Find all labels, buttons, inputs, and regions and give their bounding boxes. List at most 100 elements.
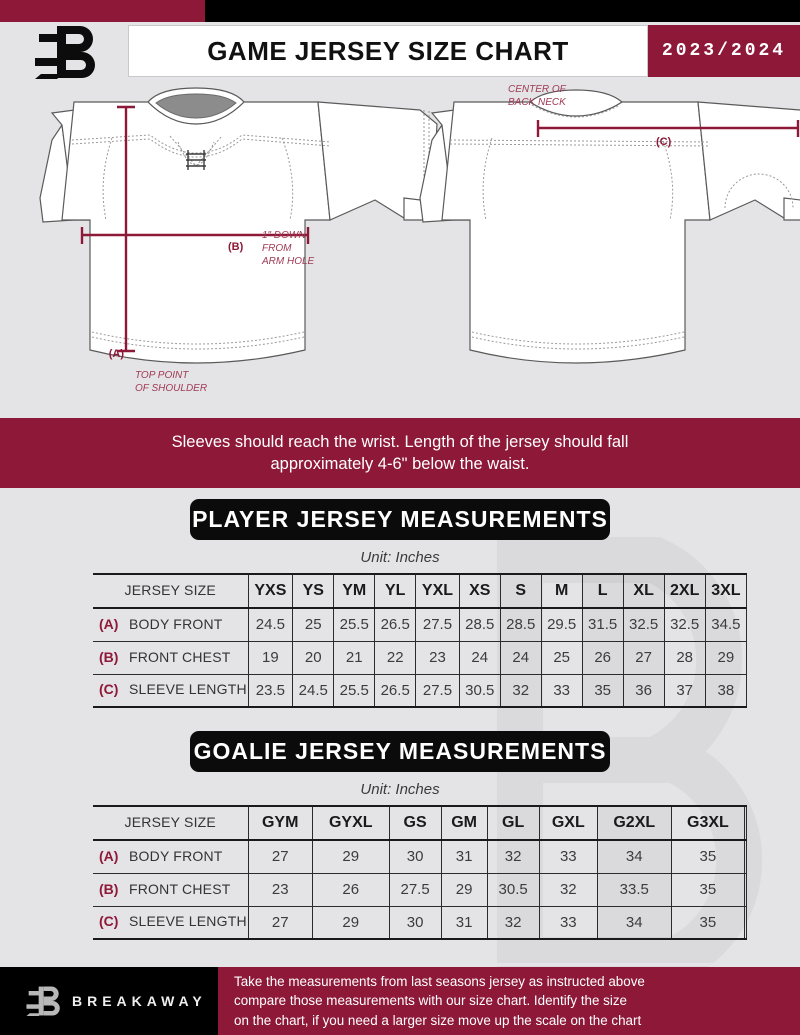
- row-label-text: BODY FRONT: [129, 847, 223, 864]
- cell-value: 34: [596, 905, 672, 940]
- cell-value: 30.5: [458, 673, 501, 708]
- player-section-title: PLAYER JERSEY MEASUREMENTS: [192, 506, 608, 532]
- cell-value: 29: [311, 905, 390, 940]
- footer-divider: [0, 963, 800, 966]
- column-header-2xl: 2XL: [663, 573, 706, 609]
- season-badge-label: 2023/2024: [661, 41, 787, 61]
- table-row: (A) BODY FRONT 27 29 30 31 32 33 34 35: [93, 839, 747, 874]
- cell-empty: [744, 905, 747, 940]
- column-header-yl: YL: [374, 573, 417, 609]
- cell-value: 32: [499, 673, 542, 708]
- cell-value: 34: [596, 839, 672, 874]
- table-row: (B) FRONT CHEST 19 20 21 22 23 24 24 25 26 27 28 29: [93, 640, 748, 675]
- column-header-gs: GS: [388, 805, 442, 841]
- column-header-gm: GM: [440, 805, 488, 841]
- cell-value: 24.5: [292, 673, 335, 708]
- column-header-gym: GYM: [247, 805, 313, 841]
- cell-value: 27.5: [388, 872, 442, 907]
- player-section-pill: PLAYER JERSEY MEASUREMENTS: [190, 499, 610, 540]
- row-tag: (A): [99, 847, 119, 864]
- cell-value: 38: [704, 673, 748, 708]
- cell-value: 25: [292, 607, 335, 642]
- cell-value: 32: [538, 872, 598, 907]
- column-header-s: S: [499, 573, 542, 609]
- cell-value: 30: [388, 839, 442, 874]
- cell-value: 27: [247, 905, 313, 940]
- cell-value: 31: [440, 905, 488, 940]
- goalie-unit-label: Unit: Inches: [360, 781, 440, 798]
- cell-value: 24.5: [247, 607, 294, 642]
- cell-value: 29: [311, 839, 390, 874]
- page-title: GAME JERSEY SIZE CHART: [207, 35, 569, 66]
- footer-note-line-2: compare those measurements with our size…: [234, 993, 627, 1009]
- goalie-measurements-table: JERSEY SIZE GYM GYXL GS GM GL GXL G2XL G3XL (A) BO…: [93, 805, 747, 940]
- cell-value: 19: [247, 640, 294, 675]
- cell-value: 33: [538, 905, 598, 940]
- column-header-gyxl: GYXL: [311, 805, 390, 841]
- row-label-body-front: (A) BODY FRONT: [93, 839, 249, 874]
- banner-line-2: approximately 4-6" below the waist.: [270, 455, 530, 473]
- cell-value: 33.5: [596, 872, 672, 907]
- back-jersey-drawing: (C) CENTER OF BACK NECK: [419, 84, 800, 364]
- cell-value: 35: [670, 839, 746, 874]
- cell-value: 29: [704, 640, 748, 675]
- column-header-yxs: YXS: [247, 573, 294, 609]
- page-footer: BREAKAWAY Take the measurements from las…: [0, 967, 800, 1035]
- cell-value: 26: [581, 640, 624, 675]
- table-header-row: JERSEY SIZE GYM GYXL GS GM GL GXL G2XL G3XL: [93, 805, 747, 841]
- cell-value: 30: [388, 905, 442, 940]
- row-label-sleeve-length: (C) SLEEVE LENGTH: [93, 905, 249, 940]
- cell-value: 37: [663, 673, 706, 708]
- player-unit-label: Unit: Inches: [360, 549, 440, 566]
- cell-value: 27.5: [415, 673, 460, 708]
- dim-a-note-1: TOP POINT: [135, 370, 189, 381]
- row-tag: (B): [99, 880, 119, 897]
- cell-value: 35: [581, 673, 624, 708]
- column-header-g3xl: G3XL: [670, 805, 746, 841]
- cell-value: 22: [374, 640, 417, 675]
- cell-value: 23.5: [247, 673, 294, 708]
- cell-value: 30.5: [486, 872, 540, 907]
- cell-value: 29: [440, 872, 488, 907]
- dim-a-note-2: OF SHOULDER: [135, 383, 207, 394]
- breakaway-b-logo-icon: [26, 986, 60, 1016]
- cell-value: 26.5: [374, 673, 417, 708]
- player-table-body: JERSEY SIZE YXS YS YM YL YXL XS S M L XL 2XL 3XL (A) B…: [93, 573, 748, 708]
- cell-value: 29.5: [540, 607, 583, 642]
- footer-note-line-1: Take the measurements from last seasons …: [234, 973, 645, 989]
- cell-value: 27.5: [415, 607, 460, 642]
- row-tag: (B): [99, 648, 119, 665]
- cell-value: 25: [540, 640, 583, 675]
- goalie-table: JERSEY SIZE GYM GYXL GS GM GL GXL G2XL G3XL (A) BO…: [93, 805, 747, 940]
- cell-value: 28.5: [499, 607, 542, 642]
- cell-value: 34.5: [704, 607, 748, 642]
- goalie-section-pill: GOALIE JERSEY MEASUREMENTS: [190, 731, 610, 772]
- header-logo: [18, 24, 108, 80]
- season-badge: 2023/2024: [648, 25, 800, 77]
- row-label-text: FRONT CHEST: [129, 648, 231, 665]
- title-plate: GAME JERSEY SIZE CHART: [128, 25, 648, 77]
- dim-c-tag: (C): [656, 136, 672, 148]
- top-strip-maroon: [0, 0, 205, 22]
- cell-value: 32.5: [663, 607, 706, 642]
- cell-value: 24: [458, 640, 501, 675]
- goalie-section-title: GOALIE JERSEY MEASUREMENTS: [193, 738, 607, 764]
- instruction-banner: Sleeves should reach the wrist. Length o…: [0, 418, 800, 488]
- cell-value: 27: [247, 839, 313, 874]
- cell-value: 25.5: [333, 607, 376, 642]
- dim-a-tag: (A): [109, 348, 125, 360]
- column-header-gxl: GXL: [538, 805, 598, 841]
- dim-b-note-1: 1" DOWN: [262, 230, 306, 241]
- top-strip-black: [205, 0, 800, 22]
- column-header-g2xl: G2XL: [596, 805, 672, 841]
- column-header-3xl: 3XL: [704, 573, 748, 609]
- footer-brand: BREAKAWAY: [0, 967, 218, 1035]
- cell-value: 35: [670, 905, 746, 940]
- jersey-illustration: .gar { fill:#ffffff; stroke:#5a5a5a; str…: [39, 84, 800, 394]
- column-header-ys: YS: [292, 573, 335, 609]
- cell-value: 28: [663, 640, 706, 675]
- row-label-text: SLEEVE LENGTH: [129, 913, 247, 930]
- table-row: (C) SLEEVE LENGTH 27 29 30 31 32 33 34 35: [93, 905, 747, 940]
- cell-value: 25.5: [333, 673, 376, 708]
